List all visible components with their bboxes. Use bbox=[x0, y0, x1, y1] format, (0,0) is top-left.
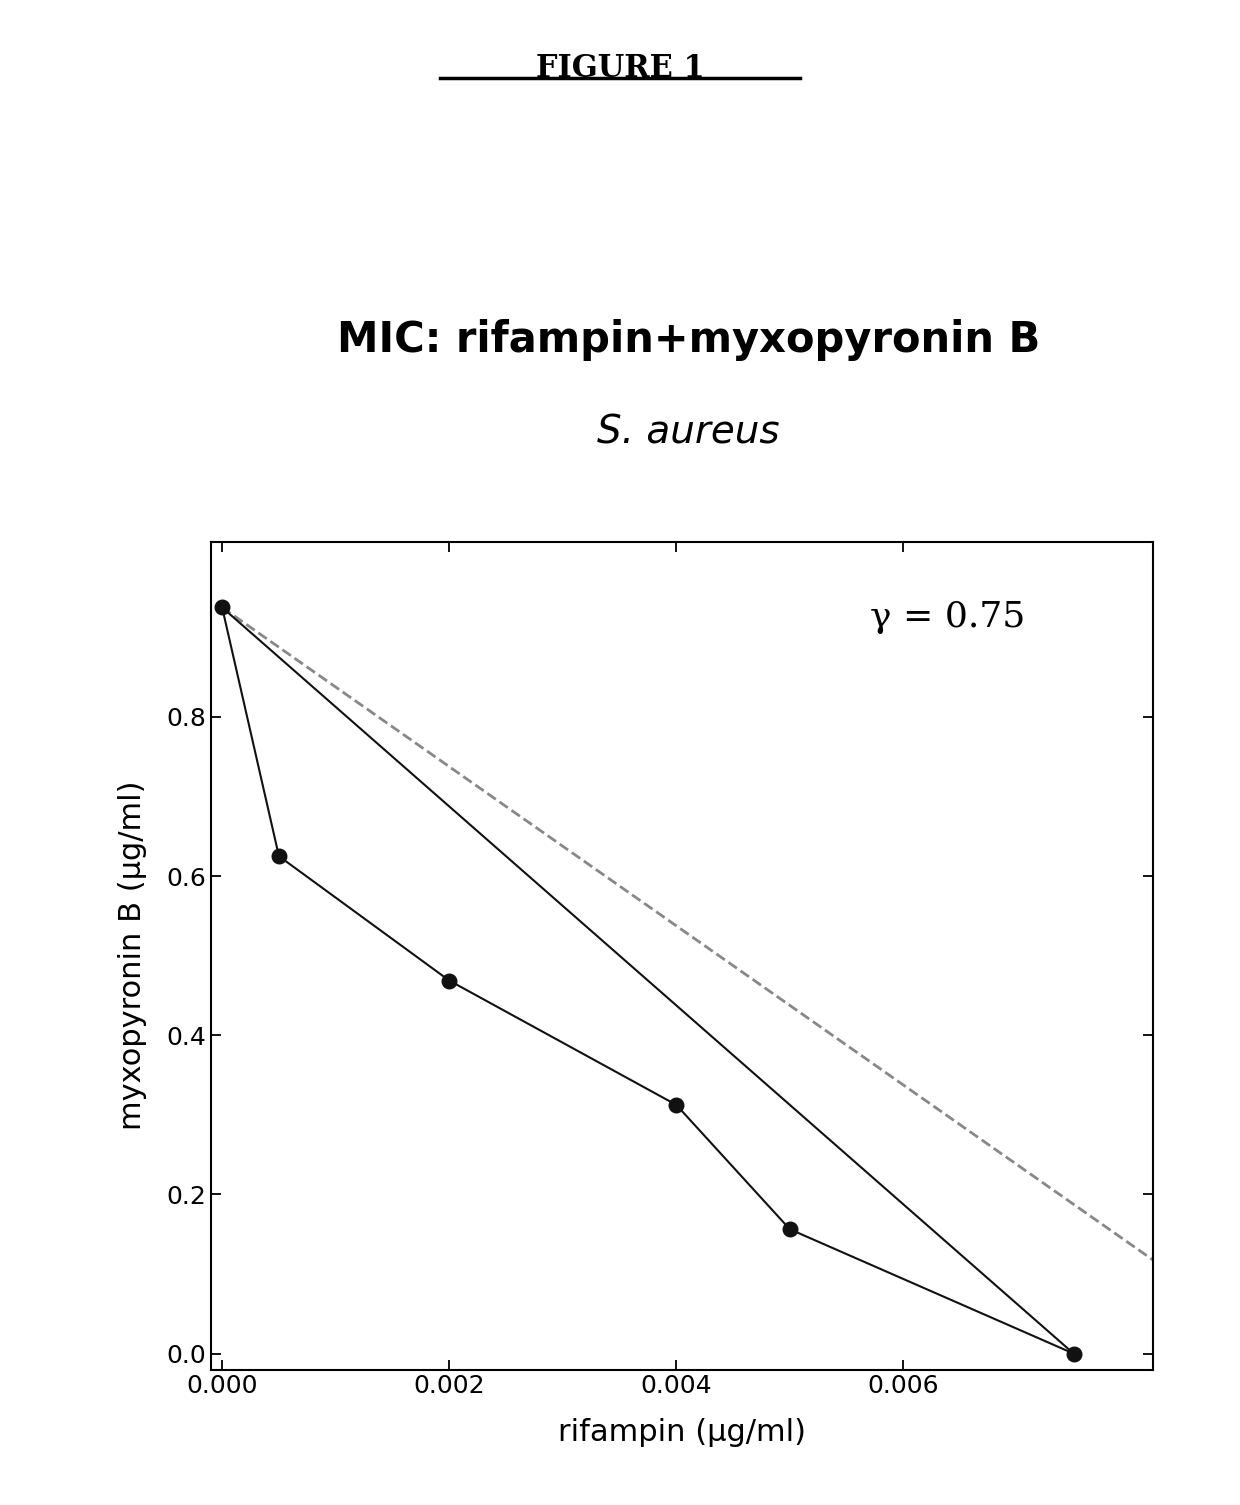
Point bbox=[439, 969, 459, 993]
Text: S. aureus: S. aureus bbox=[596, 414, 780, 452]
X-axis label: rifampin (μg/ml): rifampin (μg/ml) bbox=[558, 1418, 806, 1446]
Point bbox=[666, 1093, 686, 1117]
Y-axis label: myxopyronin B (μg/ml): myxopyronin B (μg/ml) bbox=[118, 781, 146, 1130]
Text: MIC: rifampin+myxopyronin B: MIC: rifampin+myxopyronin B bbox=[336, 319, 1040, 361]
Point bbox=[780, 1218, 800, 1242]
Point bbox=[212, 596, 232, 620]
Text: γ = 0.75: γ = 0.75 bbox=[870, 599, 1025, 634]
Text: FIGURE 1: FIGURE 1 bbox=[536, 53, 704, 84]
Point bbox=[1064, 1341, 1084, 1365]
Point bbox=[269, 844, 289, 868]
